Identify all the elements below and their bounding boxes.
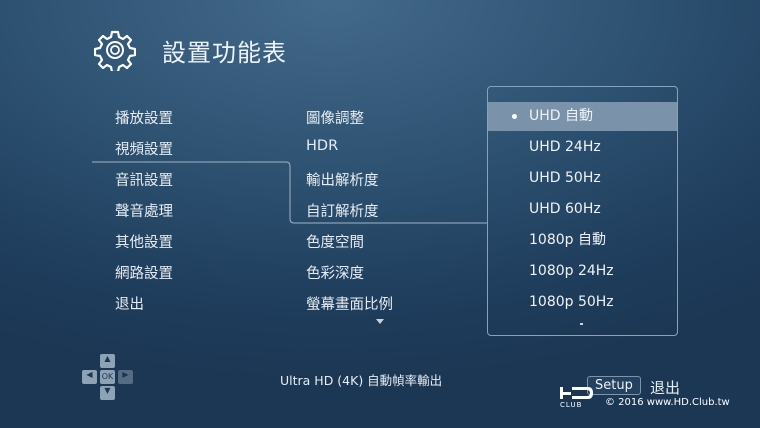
submenu-item[interactable]: 輸出解析度	[306, 173, 379, 189]
dpad-icon: ▲ ◀ OK ▶ ▼	[82, 354, 134, 400]
option-label: 1080p 自動	[529, 232, 606, 248]
sidebar-item[interactable]: 播放設置	[115, 111, 173, 127]
dropdown-option[interactable]: UHD 24Hz	[488, 133, 677, 162]
option-label: UHD 24Hz	[529, 139, 601, 155]
setup-button[interactable]: Setup	[587, 376, 641, 395]
dropdown-option[interactable]: UHD 60Hz	[488, 195, 677, 224]
hdclub-logo: CLUB	[560, 387, 593, 408]
svg-text:CLUB: CLUB	[560, 401, 582, 408]
dropdown-option[interactable]: 1080p 自動	[488, 226, 677, 255]
gear-icon	[94, 30, 136, 71]
option-label: UHD 50Hz	[529, 170, 601, 186]
down-key-icon: ▼	[100, 386, 115, 400]
dropdown-option[interactable]: UHD 自動	[488, 102, 677, 131]
option-label: UHD 自動	[529, 108, 594, 124]
resolution-dropdown: UHD 自動 UHD 24Hz UHD 50Hz UHD 60Hz 1080p 自動 10…	[487, 86, 678, 336]
sidebar-item[interactable]: 其他設置	[115, 235, 173, 251]
submenu-item[interactable]: 色彩深度	[306, 266, 364, 282]
exit-label: 退出	[650, 379, 681, 397]
sidebar-item[interactable]: 退出	[115, 297, 144, 313]
option-label: 1080p 24Hz	[529, 263, 614, 279]
up-key-icon: ▲	[100, 354, 115, 368]
sidebar-item[interactable]: 網路設置	[115, 266, 173, 282]
sidebar-item[interactable]: 音訊設置	[115, 173, 173, 189]
submenu-item[interactable]: 螢幕畫面比例	[306, 297, 393, 313]
dropdown-option[interactable]: 1080p 50Hz	[488, 288, 677, 317]
submenu-item[interactable]: 自訂解析度	[306, 204, 379, 220]
scroll-down-arrow-icon[interactable]	[376, 319, 384, 324]
sidebar-item[interactable]: 視頻設置	[115, 142, 173, 158]
submenu-item[interactable]: 色度空間	[306, 235, 364, 251]
sidebar-item[interactable]: 聲音處理	[115, 204, 173, 220]
page-title: 設置功能表	[162, 39, 287, 67]
selected-bullet-icon	[512, 114, 517, 119]
dropdown-option[interactable]: 1080p 24Hz	[488, 257, 677, 286]
more-indicator-icon	[580, 323, 583, 325]
dropdown-option[interactable]: UHD 50Hz	[488, 164, 677, 193]
submenu-item[interactable]: HDR	[306, 138, 339, 154]
right-key-icon: ▶	[118, 370, 133, 384]
help-text: Ultra HD (4K) 自動幀率輸出	[280, 373, 443, 388]
option-label: 1080p 50Hz	[529, 294, 614, 310]
submenu-item[interactable]: 圖像調整	[306, 111, 364, 127]
copyright: © 2016 www.HD.Club.tw	[605, 397, 730, 408]
option-label: UHD 60Hz	[529, 201, 601, 217]
left-key-icon: ◀	[82, 370, 97, 384]
ok-key: OK	[100, 370, 115, 384]
